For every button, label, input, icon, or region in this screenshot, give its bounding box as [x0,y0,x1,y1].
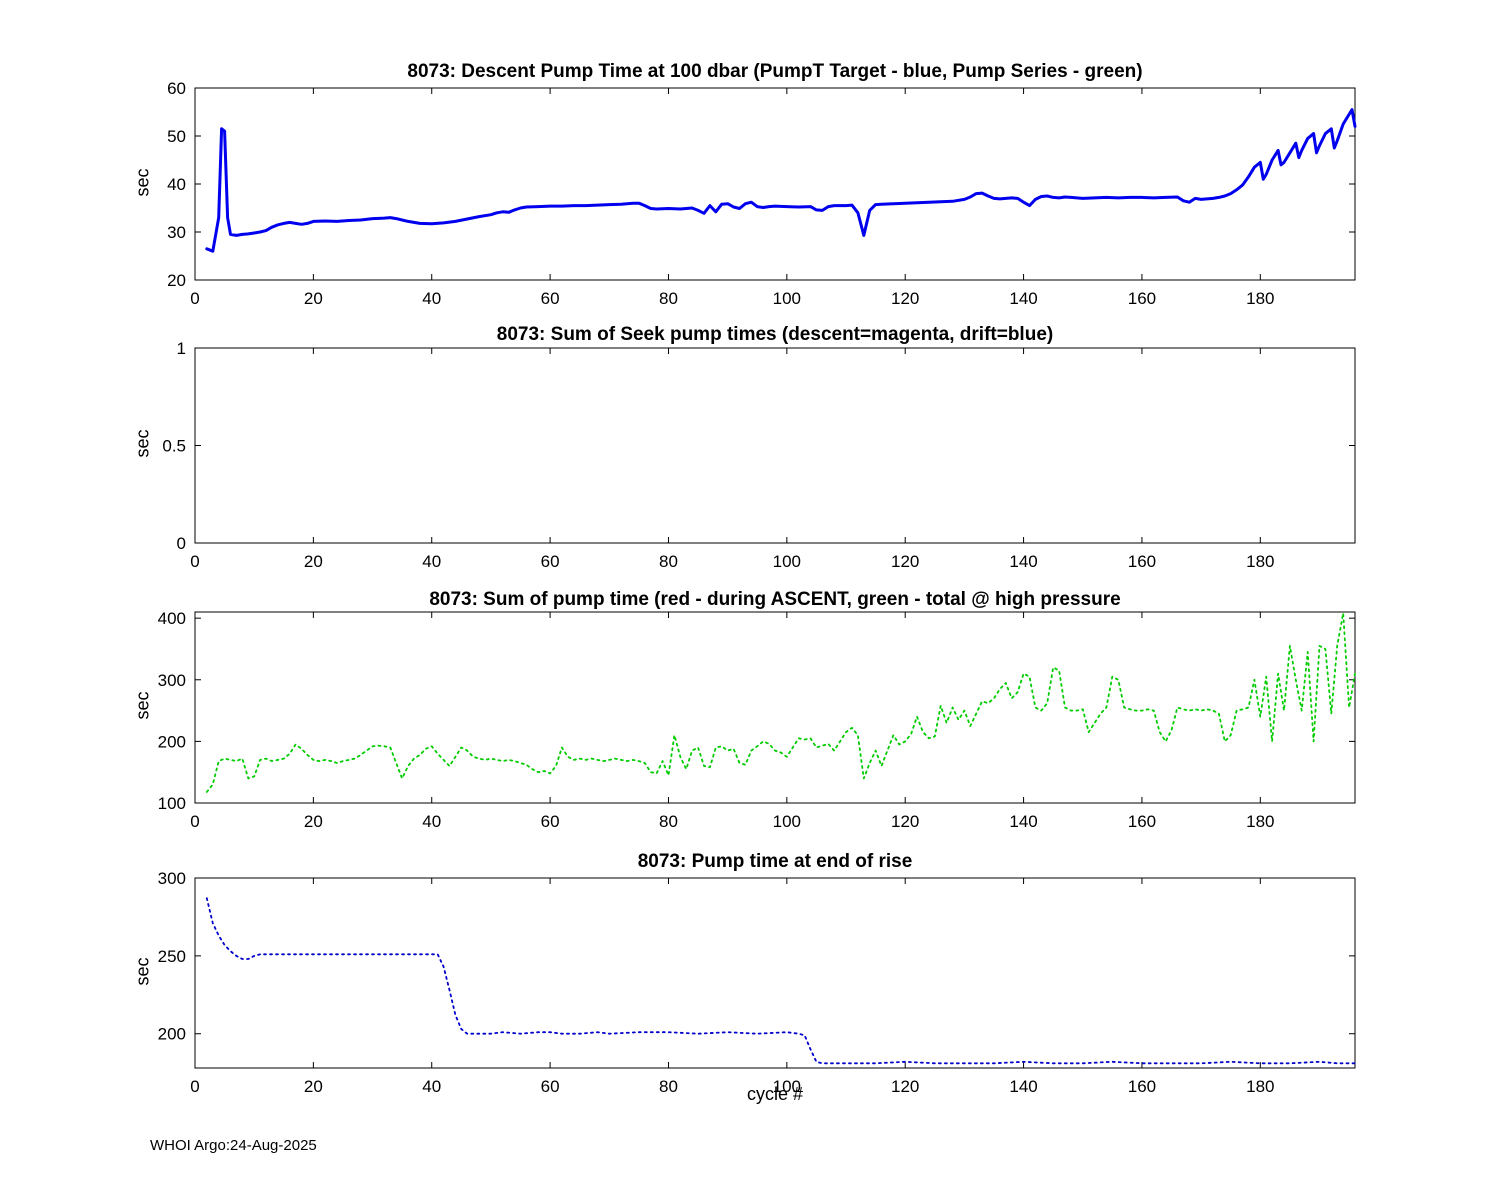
x-tick-label: 140 [1009,289,1037,308]
y-tick-label: 20 [167,271,186,290]
x-tick-label: 80 [659,289,678,308]
x-tick-label: 180 [1246,552,1274,571]
x-tick-label: 160 [1128,812,1156,831]
subplot-2: 0 20 40 60 80 100 120 140 160 180 0 0.5 1 [162,339,1356,571]
y-tick-label: 1 [177,339,186,358]
y-tick-label: 0.5 [162,437,186,456]
x-tick-label: 140 [1009,552,1037,571]
x-tick-label: 60 [541,552,560,571]
axes-box [194,611,1356,804]
x-tick-label: 140 [1009,1077,1037,1096]
x-tick-label: 40 [422,812,441,831]
x-tick-label: 80 [659,552,678,571]
x-tick-label: 180 [1246,289,1274,308]
axes-box [194,347,1356,544]
y-tick-label: 0 [177,534,186,553]
y-tick-label: 400 [158,609,186,628]
x-tick-label: 100 [773,289,801,308]
series-PumpT-Target [205,108,1357,253]
y-tick-label: 100 [158,794,186,813]
x-tick-label: 80 [659,812,678,831]
x-tick-label: 60 [541,812,560,831]
x-tick-label: 100 [773,552,801,571]
chart4-title: 8073: Pump time at end of rise [637,851,913,872]
y-tick-label: 250 [158,947,186,966]
x-tick-label: 180 [1246,1077,1274,1096]
x-tick-label: 120 [891,552,919,571]
x-tick-label: 180 [1246,812,1274,831]
y-tick-label: 50 [167,127,186,146]
series-total-at-high-pressure [205,612,1356,793]
x-tick-label: 0 [190,289,199,308]
x-tick-label: 160 [1128,1077,1156,1096]
x-tick-label: 20 [304,1077,323,1096]
y-tick-label: 40 [167,175,186,194]
y-tick-label: 300 [158,869,186,888]
x-tick-label: 40 [422,1077,441,1096]
axes-box [194,87,1356,281]
y-tick-label: 200 [158,732,186,751]
x-tick-label: 20 [304,552,323,571]
x-tick-label: 20 [304,289,323,308]
y-tick-label: 200 [158,1025,186,1044]
x-tick-label: 40 [422,552,441,571]
x-tick-label: 100 [773,812,801,831]
x-tick-label: 60 [541,289,560,308]
x-tick-label: 20 [304,812,323,831]
x-tick-label: 60 [541,1077,560,1096]
x-tick-label: 40 [422,289,441,308]
y-tick-label: 60 [167,79,186,98]
footer-text: WHOI Argo:24-Aug-2025 [150,1137,317,1154]
x-tick-label: 160 [1128,552,1156,571]
series-pump-time-at-end-of-rise [205,897,1356,1065]
chart1-title: 8073: Descent Pump Time at 100 dbar (Pum… [407,61,1143,82]
x-tick-label: 0 [190,1077,199,1096]
x-tick-label: 140 [1009,812,1037,831]
x-tick-label: 100 [773,1077,801,1096]
y-tick-label: 300 [158,671,186,690]
chart3-title: 8073: Sum of pump time (red - during ASC… [429,589,1121,610]
x-tick-label: 120 [891,812,919,831]
x-axis-label: cycle # [746,1084,804,1104]
x-tick-label: 160 [1128,289,1156,308]
subplot-4: 0 20 40 60 80 100 120 140 160 180 200 250 300 [158,869,1356,1096]
x-tick-label: 0 [190,552,199,571]
x-tick-label: 0 [190,812,199,831]
x-tick-label: 120 [891,1077,919,1096]
chart2-title: 8073: Sum of Seek pump times (descent=ma… [496,324,1054,345]
y-tick-label: 30 [167,223,186,242]
x-tick-label: 80 [659,1077,678,1096]
x-tick-label: 120 [891,289,919,308]
axes-box [194,877,1356,1069]
subplot-3: 0 20 40 60 80 100 120 140 160 180 100 200 300 400 [158,609,1356,831]
